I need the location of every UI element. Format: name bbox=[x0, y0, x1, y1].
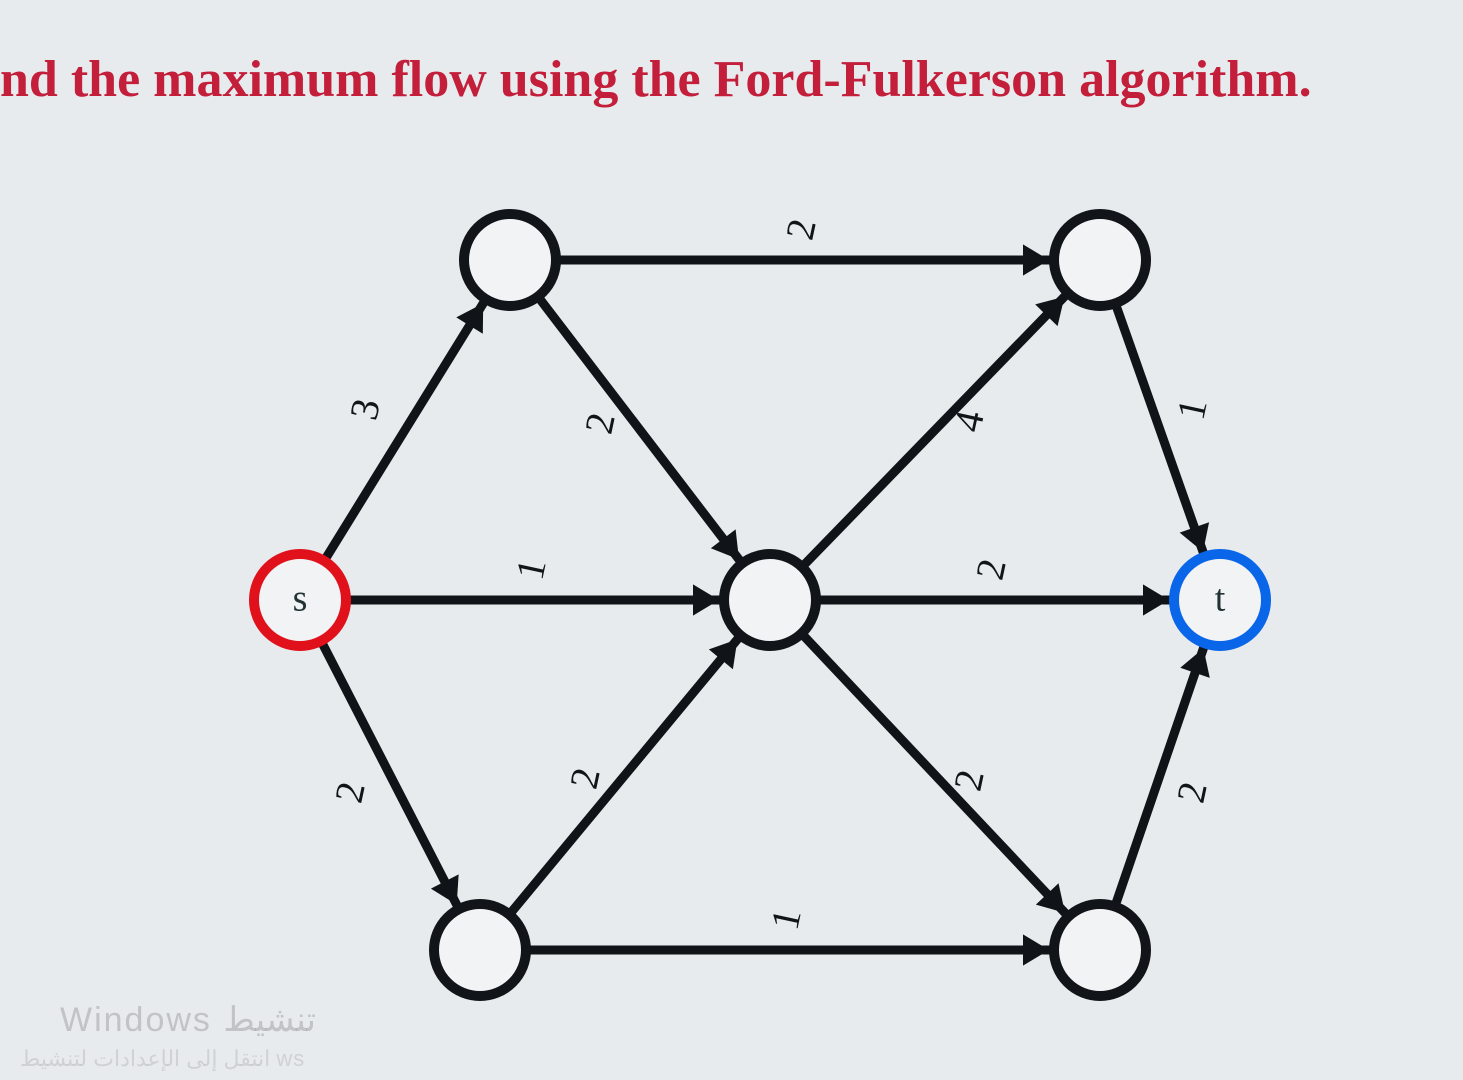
flow-graph: 321222142212st bbox=[180, 170, 1280, 1050]
arrowhead-b-e bbox=[1023, 934, 1049, 965]
edge-c-d bbox=[806, 297, 1065, 564]
windows-watermark-sub: انتقل إلى الإعدادات لتنشيط ws bbox=[20, 1046, 305, 1072]
edge-label-s-a: 3 bbox=[341, 395, 389, 424]
edge-e-t bbox=[1117, 648, 1204, 902]
edge-label-d-t: 1 bbox=[1168, 395, 1216, 424]
edge-b-c bbox=[513, 639, 738, 910]
arrowhead-a-d bbox=[1023, 244, 1049, 275]
page-title: nd the maximum flow using the Ford-Fulke… bbox=[0, 50, 1463, 109]
edge-label-a-d: 2 bbox=[777, 215, 825, 244]
node-c bbox=[724, 554, 816, 646]
edge-label-b-c: 2 bbox=[561, 764, 609, 793]
edge-label-a-c: 2 bbox=[576, 409, 624, 438]
edge-c-e bbox=[805, 637, 1065, 913]
edge-label-s-c: 1 bbox=[507, 555, 555, 584]
edge-s-b bbox=[323, 645, 456, 904]
node-label-t: t bbox=[1215, 578, 1226, 620]
edge-d-t bbox=[1117, 308, 1203, 552]
edge-label-c-d: 4 bbox=[945, 407, 993, 436]
node-e bbox=[1054, 904, 1146, 996]
node-b bbox=[434, 904, 526, 996]
edge-s-a bbox=[327, 303, 483, 556]
edge-label-c-t: 2 bbox=[967, 555, 1015, 584]
edge-label-s-b: 2 bbox=[326, 778, 374, 807]
node-label-s: s bbox=[293, 578, 308, 620]
edge-a-c bbox=[541, 301, 739, 560]
node-a bbox=[464, 214, 556, 306]
edge-label-e-t: 2 bbox=[1168, 778, 1216, 807]
node-d bbox=[1054, 214, 1146, 306]
arrowhead-s-c bbox=[693, 584, 719, 615]
windows-watermark: Windows تنشيط bbox=[60, 1000, 316, 1040]
graph-container: 321222142212st bbox=[180, 170, 1280, 1055]
edge-label-b-e: 1 bbox=[762, 905, 810, 934]
page: nd the maximum flow using the Ford-Fulke… bbox=[0, 0, 1463, 1080]
arrowhead-c-t bbox=[1143, 584, 1169, 615]
